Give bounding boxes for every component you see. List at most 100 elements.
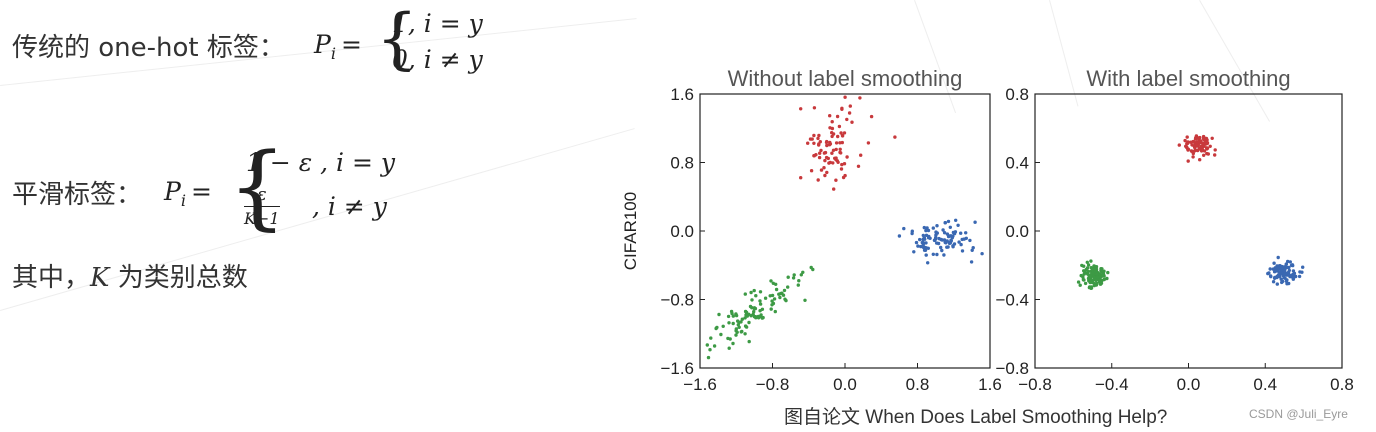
- scatter-point-green: [778, 295, 782, 300]
- y-tick-label: 0.4: [1005, 154, 1029, 173]
- x-tick-label: −0.8: [756, 375, 790, 394]
- scatter-point-red: [1191, 155, 1195, 159]
- scatter-point-red: [812, 133, 816, 138]
- where-variable: K: [90, 263, 110, 293]
- scatter-point-green: [774, 287, 779, 292]
- scatter-point-red: [818, 151, 822, 155]
- scatter-point-green: [1089, 280, 1093, 284]
- scatter-point-green: [706, 355, 711, 360]
- scatter-point-blue: [948, 225, 952, 229]
- scatter-point-blue: [957, 240, 961, 244]
- x-tick-label: 0.8: [906, 375, 930, 394]
- scatter-point-red: [835, 114, 840, 119]
- scatter-point-blue: [924, 241, 928, 245]
- scatter-point-blue: [968, 238, 972, 243]
- scatter-point-green: [1082, 269, 1087, 273]
- scatter-point-blue: [1267, 271, 1271, 275]
- scatter-point-green: [1079, 273, 1083, 278]
- chart-title: With label smoothing: [1086, 66, 1290, 91]
- scatter-point-red: [828, 160, 832, 165]
- scatter-point-green: [709, 336, 713, 340]
- scatter-point-green: [758, 309, 762, 313]
- scatter-point-red: [812, 106, 817, 110]
- scatter-point-red: [1183, 138, 1187, 143]
- smooth-label-prefix: 平滑标签：: [12, 180, 143, 210]
- scatter-point-green: [786, 275, 790, 279]
- scatter-point-blue: [924, 233, 929, 237]
- scatter-point-red: [1184, 144, 1188, 148]
- scatter-point-green: [748, 304, 753, 309]
- scatter-point-red: [818, 140, 822, 144]
- scatter-point-green: [1098, 282, 1103, 286]
- scatter-point-blue: [932, 238, 937, 243]
- scatter-point-red: [836, 134, 840, 139]
- scatter-point-red: [825, 139, 829, 144]
- scatter-point-red: [1198, 158, 1202, 162]
- y-tick-label: 0.8: [1005, 85, 1029, 104]
- scatter-point-green: [796, 283, 800, 287]
- scatter-point-blue: [946, 234, 951, 239]
- scatter-point-red: [859, 153, 863, 157]
- scatter-point-green: [712, 344, 717, 348]
- onehot-lhs-subscript: i: [330, 44, 336, 63]
- scatter-point-red: [817, 133, 821, 138]
- scatter-point-green: [754, 316, 758, 320]
- scatter-point-green: [1095, 281, 1099, 286]
- scatter-point-green: [719, 332, 723, 337]
- scatter-point-blue: [939, 245, 943, 250]
- x-tick-label: −0.4: [1095, 375, 1129, 394]
- scatter-point-green: [1092, 283, 1097, 288]
- scatter-point-red: [834, 178, 838, 182]
- chart-title: Without label smoothing: [728, 66, 963, 91]
- scatter-point-blue: [945, 245, 949, 249]
- scatter-point-red: [1208, 144, 1212, 148]
- scatter-point-red: [848, 104, 852, 108]
- scatter-point-red: [831, 148, 836, 152]
- scatter-point-green: [770, 293, 775, 298]
- scatter-point-green: [747, 339, 751, 344]
- scatter-point-green: [1100, 278, 1104, 283]
- scatter-point-green: [1085, 260, 1090, 264]
- scatter-point-blue: [1283, 267, 1287, 272]
- y-tick-label: −0.8: [660, 291, 694, 310]
- scatter-point-red: [830, 134, 834, 139]
- scatter-point-green: [1080, 263, 1084, 268]
- scatter-point-red: [850, 120, 854, 124]
- scatter-point-green: [1086, 272, 1090, 276]
- scatter-point-green: [770, 303, 774, 307]
- scatter-point-red: [834, 158, 838, 162]
- scatter-point-red: [1192, 140, 1197, 144]
- y-tick-label: 1.6: [670, 85, 694, 104]
- scatter-point-green: [1100, 267, 1104, 271]
- scatter-point-blue: [980, 252, 984, 256]
- y-tick-label: 0.8: [670, 154, 694, 173]
- scatter-point-blue: [1272, 261, 1276, 265]
- scatter-point-green: [774, 282, 778, 286]
- scatter-point-blue: [954, 218, 958, 222]
- scatter-point-red: [858, 96, 862, 100]
- scatter-point-blue: [964, 231, 968, 235]
- scatter-point-blue: [910, 229, 914, 233]
- onehot-brace: {: [376, 0, 418, 77]
- scatter-point-green: [1088, 275, 1092, 279]
- scatter-point-green: [727, 346, 731, 350]
- scatter-point-green: [1100, 270, 1104, 274]
- scatter-point-green: [714, 326, 718, 331]
- scatter-point-red: [1189, 140, 1193, 144]
- scatter-point-green: [1105, 276, 1109, 281]
- scatter-point-red: [819, 148, 823, 153]
- x-tick-label: 1.6: [978, 375, 1002, 394]
- scatter-point-red: [832, 187, 836, 191]
- scatter-point-red: [1186, 140, 1190, 144]
- scatter-point-red: [1210, 136, 1214, 140]
- scatter-point-blue: [925, 226, 929, 230]
- scatter-point-blue: [1287, 268, 1292, 273]
- scatter-point-blue: [951, 234, 955, 238]
- scatter-point-green: [745, 314, 749, 318]
- scatter-point-green: [1106, 270, 1110, 275]
- scatter-point-red: [816, 136, 820, 141]
- smooth-fraction: ε K−1: [244, 184, 280, 228]
- scatter-point-green: [758, 290, 763, 294]
- scatter-point-red: [809, 169, 814, 173]
